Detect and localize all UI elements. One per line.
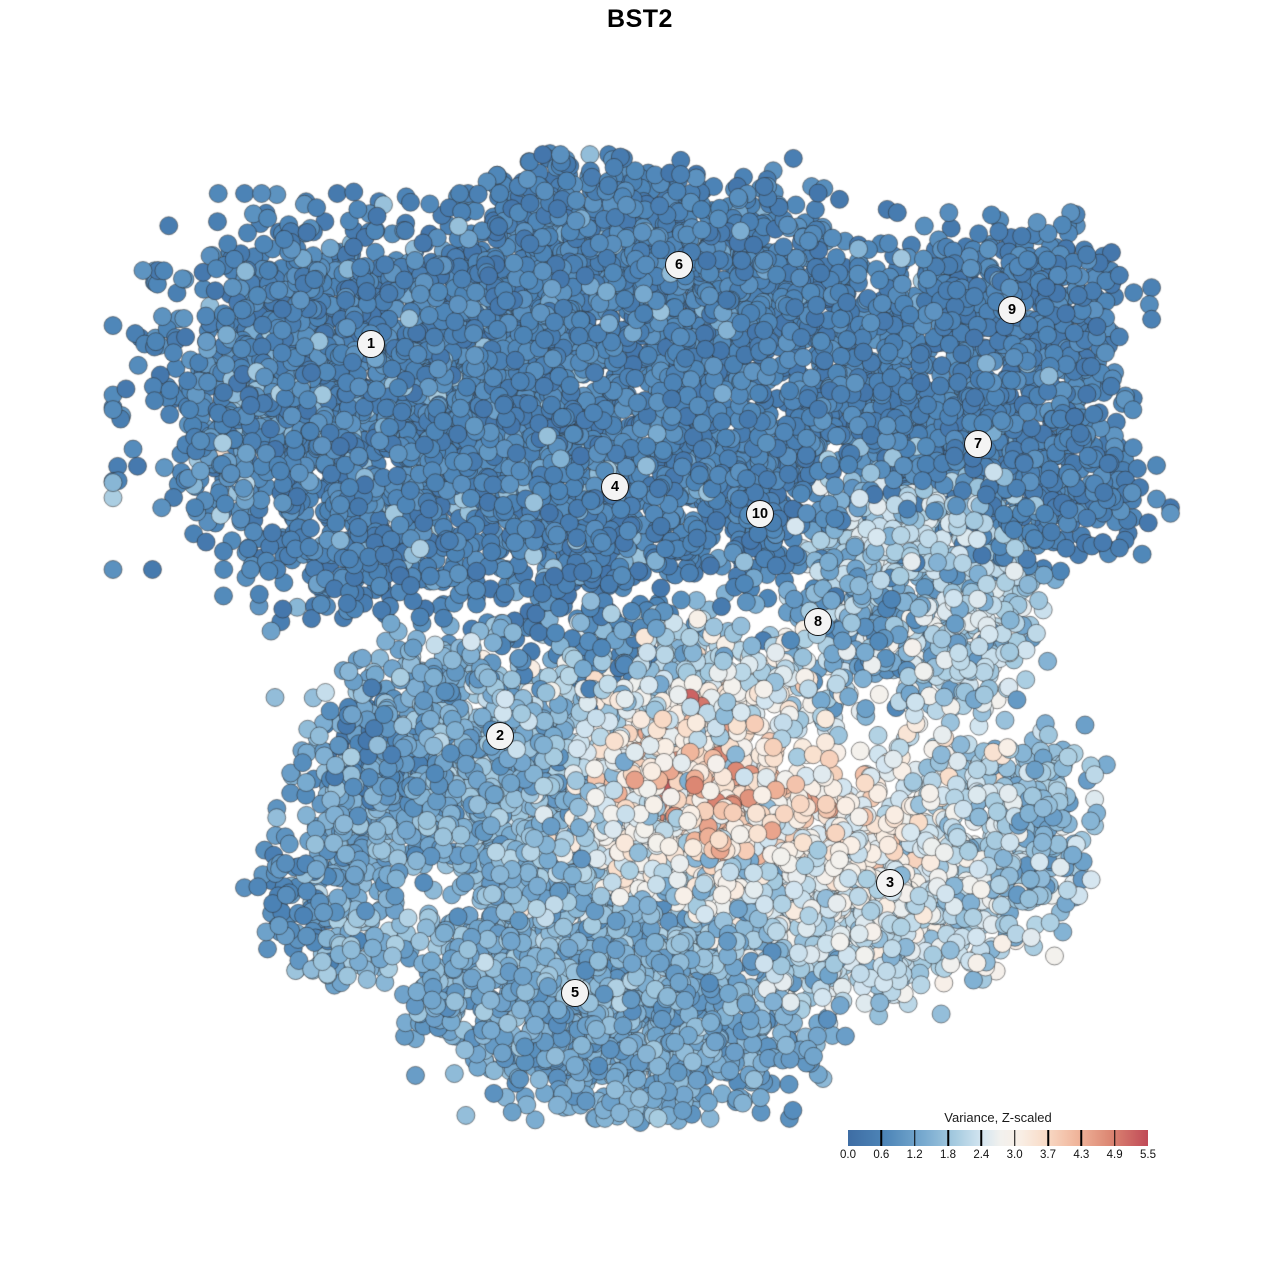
colorbar-tick-label: 4.9: [1106, 1149, 1123, 1161]
colorbar-tick-mark: [980, 1130, 983, 1146]
colorbar-gradient: [848, 1130, 1148, 1146]
colorbar-tick-mark: [1047, 1130, 1049, 1146]
cluster-label-3: 3: [876, 869, 904, 897]
cluster-label-7: 7: [964, 430, 992, 458]
colorbar-tick-mark: [1013, 1130, 1016, 1146]
colorbar-tick-mark: [947, 1130, 949, 1146]
colorbar-tick-label: 1.2: [906, 1149, 923, 1161]
colorbar-tick-mark: [1113, 1130, 1116, 1146]
colorbar-title: Variance, Z-scaled: [944, 1110, 1052, 1125]
cluster-label-8: 8: [804, 608, 832, 636]
colorbar-tick-label: 5.5: [1140, 1149, 1156, 1161]
cluster-label-4: 4: [601, 473, 629, 501]
cluster-label-9: 9: [998, 296, 1026, 324]
colorbar-tick-label: 0.0: [840, 1149, 856, 1161]
colorbar-tick-label: 4.3: [1073, 1149, 1090, 1161]
colorbar-tick-label: 3.0: [1006, 1149, 1023, 1161]
colorbar-tick-label: 2.4: [973, 1149, 990, 1161]
colorbar-tick-mark: [1080, 1130, 1083, 1146]
colorbar-tick-label: 3.7: [1040, 1149, 1056, 1161]
cluster-label-10: 10: [746, 500, 774, 528]
colorbar-legend: Variance, Z-scaled 0.0 0.6 1.2 1.8 2.4 3.0 3.7…: [840, 1110, 1156, 1163]
cluster-label-2: 2: [486, 722, 514, 750]
colorbar-tick-mark: [913, 1130, 916, 1146]
colorbar-tick-labels: 0.0 0.6 1.2 1.8 2.4 3.0 3.7 4.3 4.9 5.5: [840, 1149, 1156, 1163]
cluster-label-6: 6: [665, 251, 693, 279]
colorbar-tick-label: 1.8: [940, 1149, 956, 1161]
cluster-label-5: 5: [561, 979, 589, 1007]
cluster-label-1: 1: [357, 330, 385, 358]
colorbar-tick-mark: [880, 1130, 883, 1146]
colorbar-tick-label: 0.6: [873, 1149, 890, 1161]
